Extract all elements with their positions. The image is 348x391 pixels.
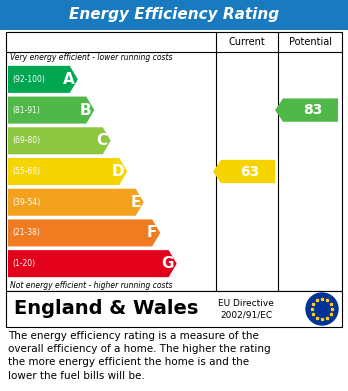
Text: C: C <box>97 133 108 148</box>
Text: A: A <box>63 72 75 87</box>
Text: E: E <box>130 195 141 210</box>
Text: 63: 63 <box>240 165 260 179</box>
Polygon shape <box>8 158 127 185</box>
Text: Current: Current <box>229 37 266 47</box>
Text: Very energy efficient - lower running costs: Very energy efficient - lower running co… <box>10 54 173 63</box>
Polygon shape <box>8 250 177 277</box>
Text: The energy efficiency rating is a measure of the
overall efficiency of a home. T: The energy efficiency rating is a measur… <box>8 331 271 380</box>
Polygon shape <box>8 66 78 93</box>
Text: (1-20): (1-20) <box>12 259 35 268</box>
Polygon shape <box>8 189 144 216</box>
Text: Energy Efficiency Rating: Energy Efficiency Rating <box>69 7 279 23</box>
Polygon shape <box>8 97 94 124</box>
Bar <box>6 32 342 291</box>
Text: 2002/91/EC: 2002/91/EC <box>220 311 272 320</box>
Polygon shape <box>275 99 338 122</box>
Text: (81-91): (81-91) <box>12 106 40 115</box>
Text: D: D <box>112 164 124 179</box>
Text: F: F <box>147 226 157 240</box>
Text: 83: 83 <box>303 103 322 117</box>
Text: G: G <box>161 256 174 271</box>
Circle shape <box>306 293 338 325</box>
Text: England & Wales: England & Wales <box>14 300 198 319</box>
Text: (39-54): (39-54) <box>12 198 40 207</box>
Text: (69-80): (69-80) <box>12 136 40 145</box>
Text: (55-68): (55-68) <box>12 167 40 176</box>
Text: (92-100): (92-100) <box>12 75 45 84</box>
Bar <box>6 291 342 327</box>
Text: B: B <box>80 102 91 118</box>
Text: Potential: Potential <box>288 37 332 47</box>
Bar <box>0 0 348 30</box>
Polygon shape <box>213 160 275 183</box>
Polygon shape <box>8 219 160 246</box>
Polygon shape <box>8 127 111 154</box>
Text: (21-38): (21-38) <box>12 228 40 237</box>
Text: Not energy efficient - higher running costs: Not energy efficient - higher running co… <box>10 280 173 289</box>
Text: EU Directive: EU Directive <box>218 299 274 308</box>
